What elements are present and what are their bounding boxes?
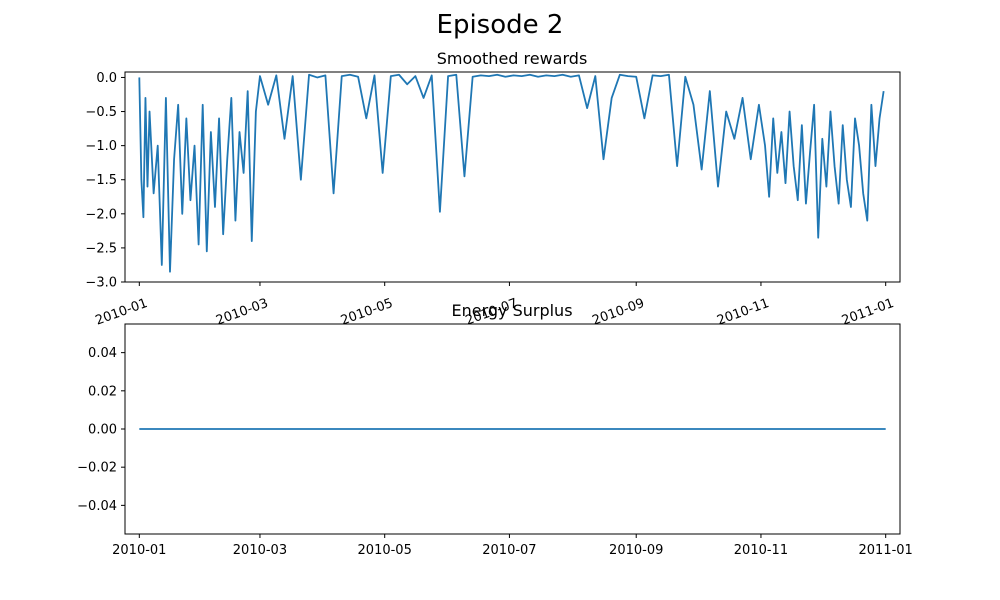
x-tick-label: 2010-07: [482, 543, 536, 558]
y-tick-label: −0.5: [85, 105, 117, 120]
y-tick-label: −0.04: [77, 499, 117, 514]
surplus-title: Energy Surplus: [451, 301, 572, 320]
y-tick-label: −2.0: [85, 207, 117, 222]
x-tick-label: 2010-03: [233, 543, 287, 558]
y-tick-label: −3.0: [85, 276, 117, 291]
y-tick-label: 0.0: [96, 71, 117, 86]
rewards-series-line: [138, 73, 885, 273]
y-tick-label: −1.0: [85, 139, 117, 154]
x-tick-label: 2010-01: [112, 543, 166, 558]
surplus-y-ticks: 0.04 0.02 0.00 −0.02 −0.04: [77, 346, 125, 514]
rewards-title: Smoothed rewards: [437, 49, 588, 68]
x-tick-label: 2011-01: [859, 543, 913, 558]
y-tick-label: −0.02: [77, 461, 117, 476]
x-tick-label: 2010-09: [609, 543, 663, 558]
rewards-plot-frame: [124, 71, 901, 283]
surplus-x-ticks: 2010-01 2010-03 2010-05 2010-07 2010-09 2010-…: [112, 534, 913, 558]
surplus-axes: 2010-01 2010-03 2010-05 2010-07 2010-09 2010-…: [77, 301, 913, 558]
y-tick-label: −1.5: [85, 173, 117, 188]
y-tick-label: 0.00: [88, 423, 117, 438]
rewards-axes: Smoothed rewards 2010-01 2010-03 2010-05 20…: [85, 49, 901, 329]
y-tick-label: −2.5: [85, 241, 117, 256]
y-tick-label: 0.02: [88, 384, 117, 399]
x-tick-label: 2010-11: [734, 543, 788, 558]
y-tick-label: 0.04: [88, 346, 117, 361]
figure-title: Episode 2: [437, 10, 564, 40]
rewards-y-ticks: 0.0 −0.5 −1.0 −1.5 −2.0 −2.5 −3.0: [85, 71, 125, 291]
x-tick-label: 2010-05: [358, 543, 412, 558]
